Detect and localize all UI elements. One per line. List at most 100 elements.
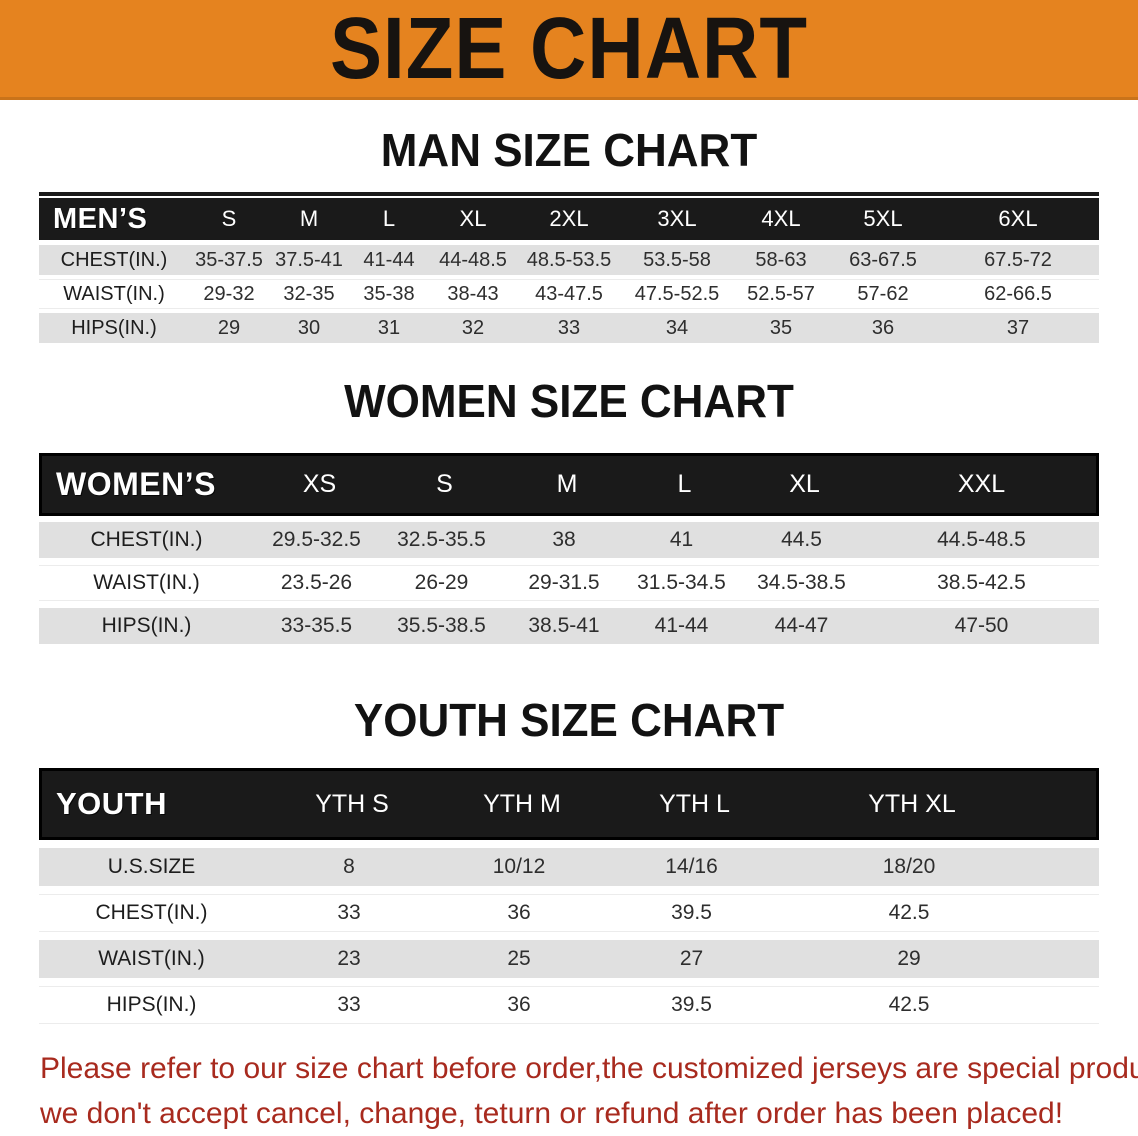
size-column-header: 2XL [549,206,589,231]
size-value: 63-67.5 [849,248,917,271]
size-value: 37.5-41 [275,248,343,271]
size-column-header: M [299,206,319,231]
charts-area: MAN SIZE CHART MEN’S S M L XL 2XL 3XL 4XL 5XL 6XL… [0,124,1138,1024]
size-value: 35-37.5 [195,248,263,271]
table-header-row: MEN’S S M L XL 2XL 3XL 4XL 5XL 6XL [39,198,1099,240]
table-row: WAIST(IN.) 23 25 27 29 [39,940,1099,978]
measurement-label: WAIST(IN.) [63,282,165,305]
size-column-header: XS [302,470,337,498]
measurement-label: WAIST(IN.) [93,571,200,594]
table-row: CHEST(IN.) 33 36 39.5 42.5 [39,894,1099,932]
size-column-header: 6XL [998,206,1038,231]
size-column-header: XXL [957,470,1006,498]
size-value: 41-44 [654,614,709,637]
measurement-label: CHEST(IN.) [95,901,208,924]
measurement-label: HIPS(IN.) [106,993,197,1016]
size-value: 30 [297,316,321,339]
size-value: 67.5-72 [984,248,1052,271]
measurement-label: HIPS(IN.) [71,316,157,339]
size-value: 33 [337,901,361,924]
size-column-header: YTH S [315,789,389,818]
size-column-header: 3XL [657,206,697,231]
size-value: 34.5-38.5 [757,571,846,594]
size-value: 36 [507,901,531,924]
size-value: 52.5-57 [747,282,815,305]
size-value: 23 [337,947,361,970]
size-value: 38 [552,528,576,551]
table-row: CHEST(IN.) 29.5-32.5 32.5-35.5 38 41 44.5 44.5… [39,522,1099,558]
size-value: 26-29 [414,571,469,594]
size-value: 47.5-52.5 [634,282,720,305]
size-value: 32 [461,316,485,339]
table-title-cell: MEN’S [53,202,148,235]
section-women: WOMEN SIZE CHART WOMEN’S XS S M L XL XXL CHEST(… [0,375,1138,644]
size-value: 44-48.5 [439,248,507,271]
women-size-table: WOMEN’S XS S M L XL XXL CHEST(IN.) 29.5-32.5 32.5… [39,453,1099,644]
size-value: 39.5 [671,993,712,1016]
measurement-label: CHEST(IN.) [90,528,203,551]
table-row: HIPS(IN.) 33 36 39.5 42.5 [39,986,1099,1024]
size-value: 25 [507,947,531,970]
measurement-label: WAIST(IN.) [98,947,205,970]
disclaimer-line-2: we don't accept cancel, change, teturn o… [40,1097,1064,1130]
size-value: 37 [1006,316,1030,339]
size-value: 14/16 [665,855,718,878]
size-value: 35-38 [363,282,415,305]
size-value: 32-35 [283,282,335,305]
size-value: 38-43 [447,282,499,305]
size-column-header: L [677,470,692,498]
size-column-header: 5XL [863,206,903,231]
size-value: 23.5-26 [280,571,353,594]
size-column-header: XL [789,470,820,498]
table-row: WAIST(IN.) 23.5-26 26-29 29-31.5 31.5-34.5 34… [39,565,1099,601]
size-value: 29-31.5 [528,571,600,594]
disclaimer-line-1: Please refer to our size chart before or… [40,1052,1138,1085]
size-column-header: L [382,206,396,231]
size-column-header: XL [459,206,487,231]
size-value: 35.5-38.5 [397,614,486,637]
size-column-header: M [556,470,578,498]
size-value: 10/12 [492,855,546,878]
size-column-header: YTH XL [868,789,956,818]
size-value: 33 [337,993,361,1016]
size-value: 33 [557,316,581,339]
size-value: 44-47 [774,614,829,637]
measurement-label: U.S.SIZE [107,855,196,878]
size-value: 42.5 [888,993,930,1016]
table-header-row: WOMEN’S XS S M L XL XXL [39,453,1099,516]
section-youth: YOUTH SIZE CHART YOUTH YTH S YTH M YTH L YTH… [0,694,1138,1024]
size-value: 62-66.5 [984,282,1052,305]
table-row: HIPS(IN.) 29 30 31 32 33 34 35 36 37 [39,313,1099,343]
disclaimer: Please refer to our size chart before or… [40,1046,1138,1136]
size-value: 27 [679,947,704,970]
table-title-cell: WOMEN’S [56,466,216,502]
size-column-header: YTH L [659,789,730,818]
size-value: 29-32 [203,282,255,305]
size-value: 32.5-35.5 [397,528,486,551]
size-column-header: S [436,470,453,498]
banner: SIZE CHART [0,0,1138,100]
size-value: 43-47.5 [535,282,603,305]
men-size-chart-heading: MAN SIZE CHART [380,124,758,177]
measurement-label: CHEST(IN.) [60,248,168,271]
size-value: 38.5-42.5 [937,571,1026,594]
size-value: 31 [377,316,401,339]
size-value: 39.5 [671,901,712,924]
women-size-chart-heading: WOMEN SIZE CHART [344,375,794,428]
size-value: 33-35.5 [280,614,353,637]
size-value: 18/20 [882,855,936,878]
table-title-cell: YOUTH [56,786,167,821]
table-row: CHEST(IN.) 35-37.5 37.5-41 41-44 44-48.5 48.5… [39,245,1099,275]
size-value: 41-44 [363,248,415,271]
size-value: 29 [897,947,921,970]
size-value: 35 [769,316,793,339]
size-value: 41 [669,528,694,551]
size-value: 8 [343,855,355,878]
size-value: 29.5-32.5 [272,528,361,551]
youth-size-chart-heading: YOUTH SIZE CHART [353,694,785,747]
size-value: 36 [507,993,531,1016]
section-men: MAN SIZE CHART MEN’S S M L XL 2XL 3XL 4XL 5XL 6XL… [0,124,1138,343]
size-value: 42.5 [888,901,930,924]
size-value: 29 [217,316,241,339]
